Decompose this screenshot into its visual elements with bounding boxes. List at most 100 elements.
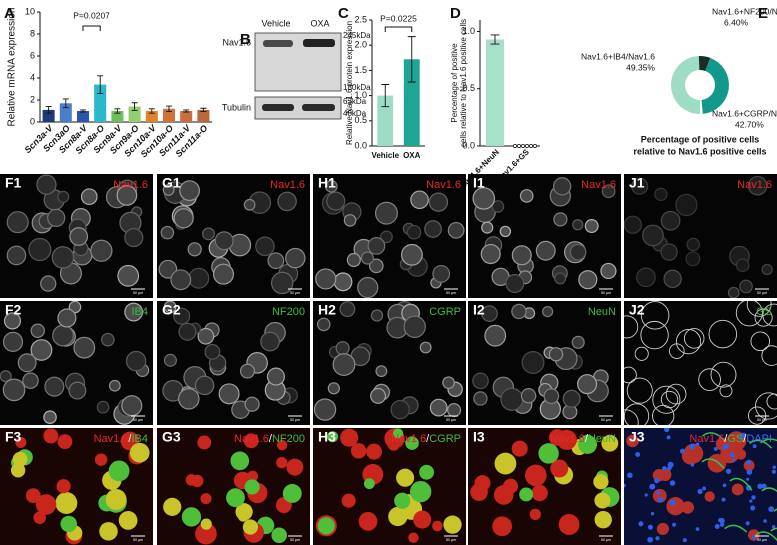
glia-process bbox=[729, 477, 753, 491]
micrograph: H2 CGRP 50 μm bbox=[313, 301, 466, 425]
cell bbox=[326, 191, 346, 211]
cell bbox=[188, 267, 210, 289]
nucleus bbox=[749, 499, 753, 503]
cell bbox=[52, 324, 74, 347]
cell bbox=[374, 201, 398, 225]
cell bbox=[204, 343, 221, 360]
bar bbox=[377, 95, 394, 146]
glia-mesh bbox=[761, 345, 777, 366]
cell bbox=[339, 301, 356, 318]
cell bbox=[584, 219, 599, 234]
stain-text: Nav1.6 bbox=[737, 179, 772, 191]
cell bbox=[358, 512, 378, 531]
micrograph: I3 Nav1.6/NeuN 50 μm bbox=[468, 428, 621, 545]
y-tick-label: 0.5 bbox=[354, 115, 367, 125]
cell bbox=[170, 269, 192, 291]
cell bbox=[25, 488, 41, 503]
cell bbox=[548, 347, 564, 362]
cell bbox=[244, 396, 260, 412]
cell bbox=[394, 492, 411, 509]
cell bbox=[731, 483, 744, 496]
bar bbox=[180, 111, 193, 122]
cell bbox=[266, 367, 286, 386]
glia-mesh bbox=[660, 390, 679, 409]
cell bbox=[654, 187, 668, 202]
cells bbox=[624, 301, 777, 425]
cell bbox=[578, 270, 598, 290]
cell bbox=[600, 262, 617, 280]
cells bbox=[163, 433, 304, 545]
micrograph: G3 Nav1.6/NF200 50 μm bbox=[157, 428, 310, 545]
data-point-zero bbox=[517, 144, 521, 148]
cell bbox=[226, 488, 245, 508]
cell bbox=[35, 494, 57, 515]
nucleus bbox=[723, 443, 730, 449]
cell bbox=[276, 457, 288, 469]
stain-text: NF200 bbox=[272, 306, 305, 318]
cell bbox=[663, 269, 682, 289]
cell bbox=[727, 286, 740, 298]
nucleus bbox=[697, 488, 703, 495]
cell bbox=[419, 464, 434, 480]
cell bbox=[212, 263, 235, 285]
blot-band bbox=[262, 104, 294, 111]
cell bbox=[367, 237, 386, 255]
cell bbox=[195, 522, 217, 545]
error-bar bbox=[381, 84, 390, 108]
stain-text: Nav1.6 bbox=[426, 179, 461, 191]
nucleus bbox=[667, 461, 674, 468]
cell bbox=[108, 460, 130, 482]
cell bbox=[129, 442, 150, 463]
cell bbox=[17, 353, 37, 373]
cell bbox=[370, 309, 384, 322]
cell bbox=[626, 434, 639, 448]
cell bbox=[335, 341, 350, 356]
panel-label: E bbox=[758, 5, 768, 22]
cell bbox=[535, 240, 556, 261]
donut-slice bbox=[698, 56, 711, 71]
nucleus bbox=[695, 527, 700, 531]
data-point-zero bbox=[525, 144, 529, 148]
data-point-zero bbox=[533, 144, 537, 148]
cell bbox=[604, 438, 616, 451]
error-bar bbox=[45, 106, 52, 114]
cell bbox=[375, 365, 388, 378]
cell bbox=[243, 433, 259, 449]
slice-value: 49.35% bbox=[626, 62, 655, 72]
cell bbox=[163, 301, 177, 314]
stain-text: CGRP bbox=[429, 433, 461, 445]
scale-bar-label: 50 μm bbox=[446, 291, 456, 295]
glia-process bbox=[724, 524, 748, 533]
cells bbox=[624, 175, 773, 298]
cell bbox=[343, 214, 357, 227]
cell bbox=[519, 189, 534, 203]
nucleus bbox=[757, 483, 763, 490]
cell bbox=[325, 179, 338, 193]
cell bbox=[178, 388, 200, 410]
cell bbox=[511, 303, 527, 320]
glia-process bbox=[702, 432, 726, 442]
bar bbox=[94, 84, 107, 122]
y-axis-label: Relative mRNA expression bbox=[7, 8, 18, 127]
cell bbox=[594, 492, 611, 509]
cell bbox=[529, 508, 541, 521]
glia-mesh bbox=[675, 328, 702, 355]
cell bbox=[30, 323, 45, 338]
cells bbox=[315, 428, 462, 543]
stain-label: GS bbox=[756, 306, 772, 318]
panel-label: F1 bbox=[5, 175, 22, 191]
significance-bracket bbox=[82, 25, 101, 31]
micrograph: I1 Nav1.6 50 μm bbox=[468, 174, 621, 298]
nucleus bbox=[746, 477, 750, 481]
nucleus bbox=[714, 524, 720, 529]
blot-membrane bbox=[254, 96, 342, 120]
cell bbox=[550, 459, 569, 478]
cell bbox=[524, 464, 547, 487]
glia-mesh bbox=[708, 319, 738, 349]
nucleus bbox=[638, 521, 644, 527]
cell bbox=[68, 301, 82, 314]
cell bbox=[553, 212, 568, 227]
glia-mesh bbox=[624, 403, 650, 425]
panel-label: F2 bbox=[5, 302, 22, 318]
glia-process bbox=[770, 527, 777, 532]
